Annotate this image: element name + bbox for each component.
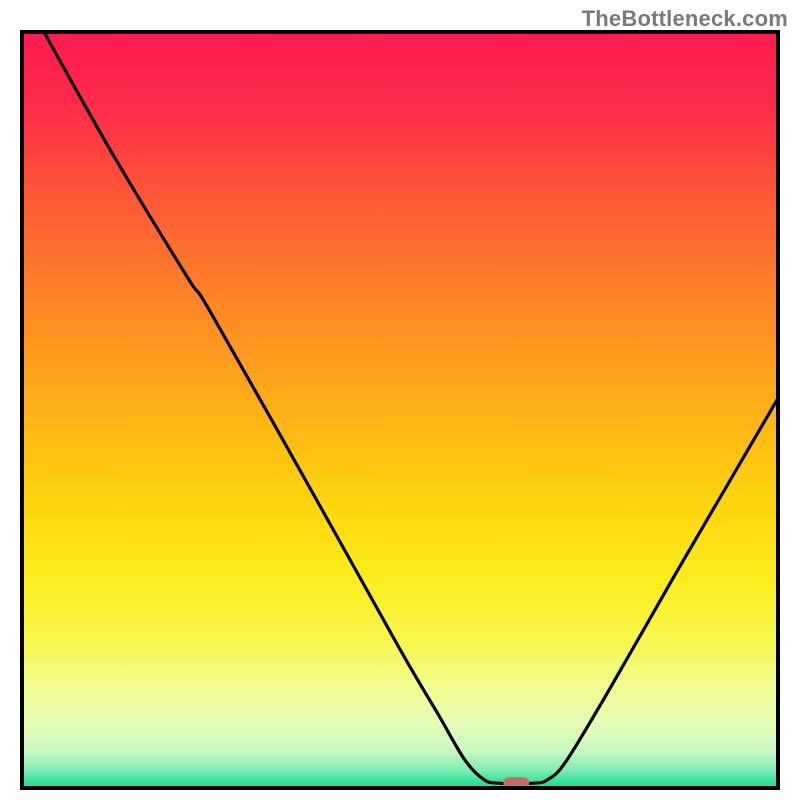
- chart-background: [20, 30, 780, 790]
- plot-area: [20, 30, 780, 790]
- watermark-text: TheBottleneck.com: [582, 6, 788, 32]
- plot-svg: [20, 30, 780, 790]
- chart-container: TheBottleneck.com: [0, 0, 800, 800]
